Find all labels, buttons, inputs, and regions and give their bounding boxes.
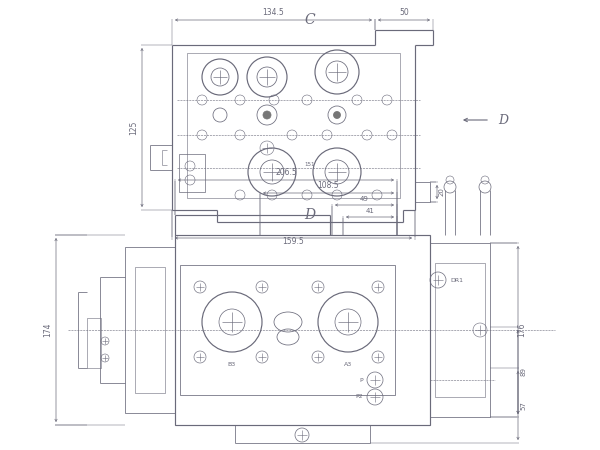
Text: 125: 125 [129, 120, 138, 135]
Text: B3: B3 [228, 361, 236, 366]
Text: 41: 41 [365, 208, 374, 214]
Text: 206.5: 206.5 [275, 168, 297, 177]
Text: P2: P2 [355, 395, 363, 400]
Text: C: C [305, 13, 316, 27]
Circle shape [334, 112, 341, 118]
Bar [435, 263, 485, 397]
Text: 151: 151 [305, 162, 315, 166]
Bar [187, 53, 400, 198]
Circle shape [263, 111, 271, 119]
Bar [87, 318, 101, 368]
Bar [135, 267, 165, 393]
Text: 134.5: 134.5 [263, 8, 284, 17]
Text: D: D [304, 208, 316, 222]
Bar [180, 265, 395, 395]
Bar [430, 243, 490, 417]
Text: D: D [498, 113, 508, 126]
Text: 49: 49 [360, 196, 369, 202]
Text: 174: 174 [43, 323, 52, 337]
Bar [125, 247, 175, 413]
Text: DR1: DR1 [450, 278, 463, 283]
Text: 176: 176 [517, 323, 526, 337]
Text: 89: 89 [520, 368, 526, 377]
Text: 159.5: 159.5 [283, 237, 304, 246]
Bar [179, 154, 205, 192]
Text: 57: 57 [520, 401, 526, 410]
Text: 108.5: 108.5 [317, 181, 340, 190]
Text: A3: A3 [344, 361, 352, 366]
Bar [175, 235, 430, 425]
Text: 50: 50 [399, 8, 409, 17]
Text: P: P [359, 378, 363, 382]
Text: 20: 20 [439, 188, 445, 197]
